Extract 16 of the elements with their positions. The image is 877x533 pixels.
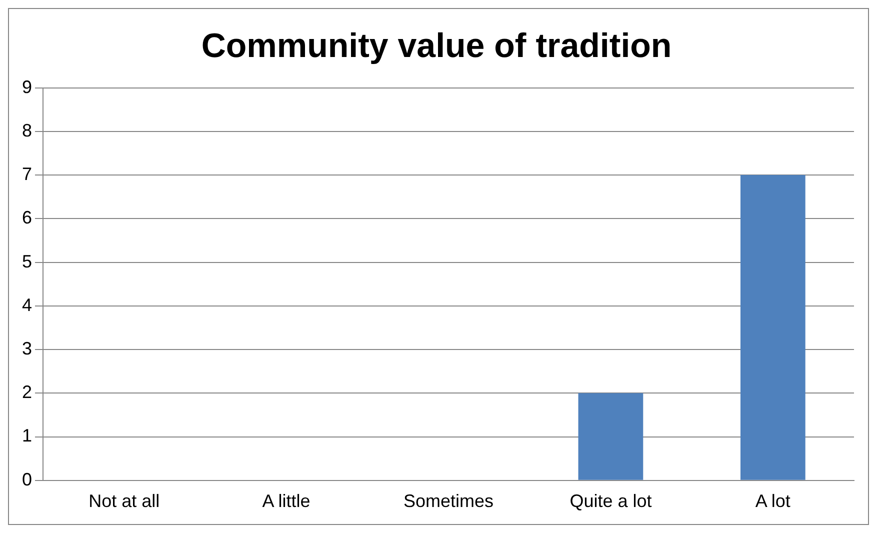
x-tick-label: A little — [262, 491, 310, 512]
x-tick-label: Quite a lot — [570, 491, 652, 512]
y-tick-label: 8 — [22, 120, 32, 140]
chart-title: Community value of tradition — [201, 26, 672, 65]
y-tick-label: 2 — [22, 382, 32, 402]
x-tick-label: Not at all — [88, 491, 160, 512]
y-tick-label: 1 — [22, 426, 32, 446]
y-tick-label: 9 — [22, 76, 32, 97]
y-tick-label: 7 — [22, 164, 32, 184]
x-tick-label: A lot — [755, 491, 790, 512]
y-tick-label: 5 — [22, 251, 32, 272]
y-tick-label: 6 — [22, 208, 32, 228]
y-tick-label: 4 — [22, 294, 32, 315]
x-tick-label: Sometimes — [403, 491, 494, 512]
y-tick-label: 3 — [22, 338, 32, 358]
y-tick-label: 0 — [22, 469, 32, 490]
